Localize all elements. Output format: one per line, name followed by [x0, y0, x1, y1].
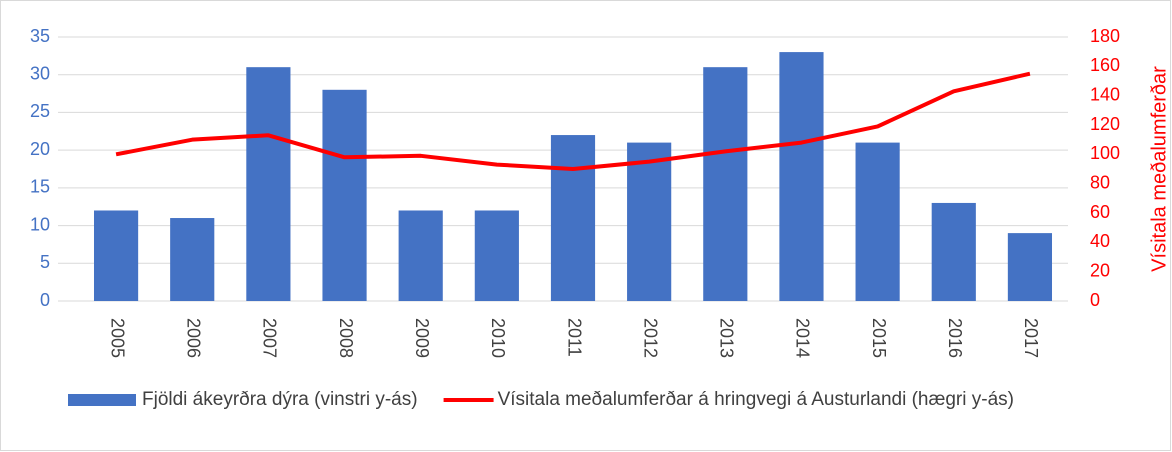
bar [322, 89, 367, 301]
y2-tick-label: 80 [1090, 172, 1110, 192]
x-tick-label: 2007 [260, 318, 280, 358]
y2-tick-label: 140 [1090, 84, 1120, 104]
bar [703, 67, 748, 302]
y2-axis-title: Vísitala meðalumferðar [1148, 66, 1170, 272]
line [115, 71, 1031, 171]
legend-label: Fjöldi ákeyrðra dýra (vinstri y-ás) [142, 389, 418, 410]
y-tick-label: 35 [30, 26, 50, 46]
bar [855, 142, 900, 301]
bar [627, 142, 672, 301]
legend-label: Vísitala meðalumferðar á hringvegi á Aus… [498, 389, 1014, 410]
x-tick-label: 2017 [1021, 318, 1041, 358]
bar [474, 210, 519, 301]
y2-tick-label: 60 [1090, 202, 1110, 222]
bar [170, 218, 215, 301]
y-tick-label: 15 [30, 177, 50, 197]
y2-tick-label: 180 [1090, 26, 1120, 46]
bar [1007, 233, 1053, 301]
bar [398, 210, 443, 301]
bar [93, 210, 139, 301]
x-tick-label: 2014 [793, 318, 813, 358]
y2-tick-label: 120 [1090, 114, 1120, 134]
y2-tick-label: 0 [1090, 290, 1100, 310]
x-tick-label: 2013 [717, 318, 737, 358]
bar [931, 202, 976, 301]
y-tick-label: 25 [30, 101, 50, 121]
x-tick-label: 2006 [183, 318, 203, 358]
x-tick-label: 2015 [869, 318, 889, 358]
x-tick-label: 2009 [412, 318, 432, 358]
x-tick-label: 2011 [564, 318, 584, 357]
bar [779, 52, 824, 302]
y-tick-label: 5 [40, 252, 50, 272]
y-tick-label: 30 [30, 63, 50, 83]
y2-tick-label: 160 [1090, 55, 1120, 75]
y-tick-label: 0 [40, 290, 50, 310]
y2-tick-label: 20 [1090, 260, 1110, 280]
legend-swatch [68, 394, 136, 406]
y-tick-label: 10 [30, 214, 50, 234]
x-tick-label: 2008 [336, 318, 356, 358]
x-tick-label: 2005 [107, 318, 127, 358]
x-tick-label: 2010 [488, 318, 508, 358]
y-tick-label: 20 [30, 139, 50, 159]
y2-tick-label: 100 [1090, 143, 1120, 163]
x-tick-label: 2016 [945, 318, 965, 358]
bar [550, 135, 596, 301]
x-tick-label: 2012 [640, 318, 660, 358]
y2-tick-label: 40 [1090, 231, 1110, 251]
bar [246, 67, 291, 302]
